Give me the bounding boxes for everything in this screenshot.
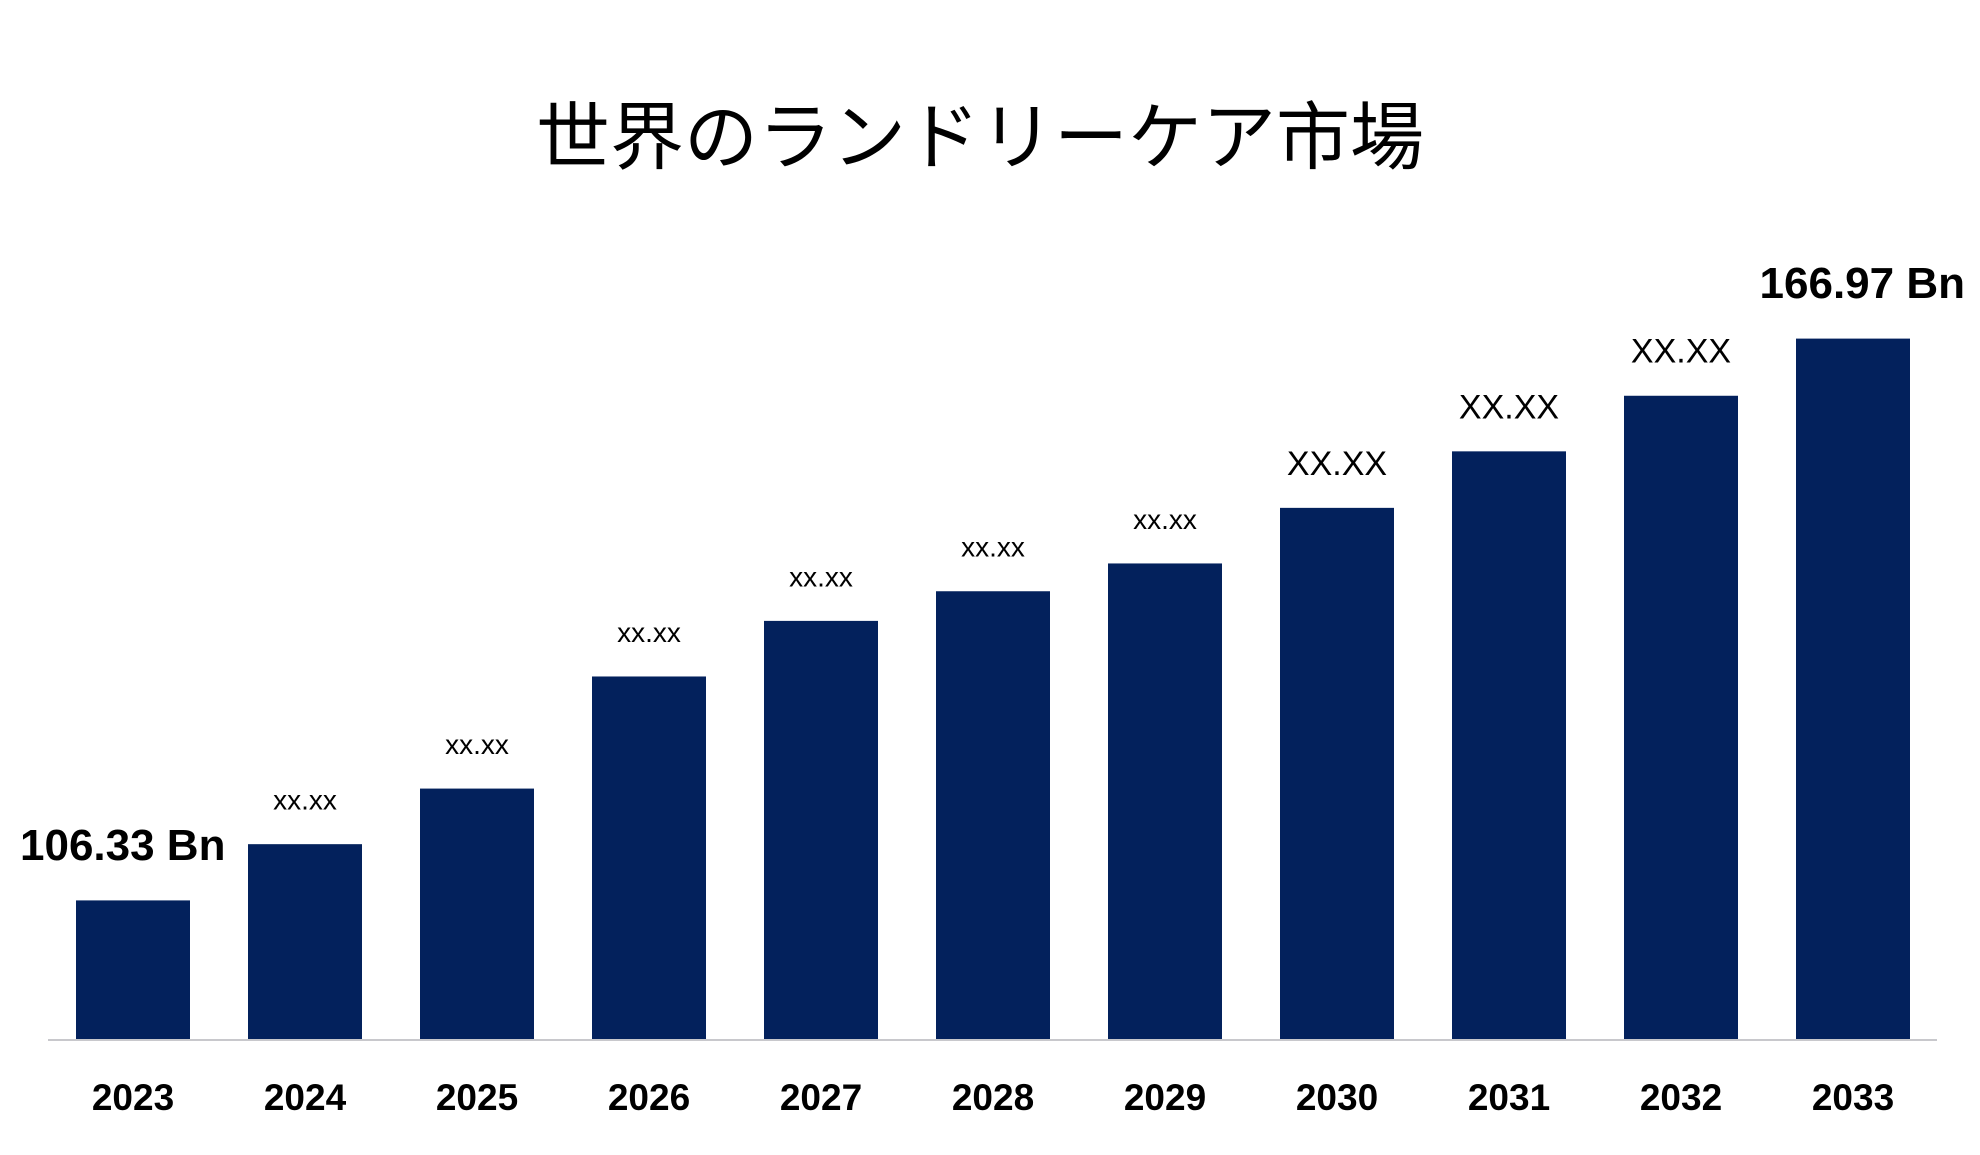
bar xyxy=(764,620,878,1039)
bar xyxy=(1280,507,1394,1039)
value-label: xx.xx xyxy=(445,729,509,760)
bar xyxy=(1108,563,1222,1039)
bar xyxy=(1452,451,1566,1040)
x-tick-label: 2024 xyxy=(264,1077,347,1118)
bar xyxy=(248,844,362,1039)
bar xyxy=(420,788,534,1039)
bar xyxy=(936,591,1050,1039)
x-tick-label: 2030 xyxy=(1296,1077,1378,1118)
value-label: xx.xx xyxy=(617,617,681,648)
value-label: 106.33 Bn xyxy=(20,821,225,870)
x-tick-label: 2023 xyxy=(92,1077,174,1118)
value-label: xx.xx xyxy=(961,532,1025,563)
x-tick-label: 2031 xyxy=(1468,1077,1550,1118)
bar xyxy=(592,676,706,1039)
bar xyxy=(76,900,190,1039)
x-tick-label: 2027 xyxy=(780,1077,862,1118)
bar xyxy=(1796,338,1910,1039)
value-label: xx.xx xyxy=(1133,504,1197,535)
x-tick-label: 2028 xyxy=(952,1077,1034,1118)
value-label: XX.XX xyxy=(1459,388,1559,426)
value-label: XX.XX xyxy=(1287,445,1387,483)
bar xyxy=(1624,395,1738,1039)
x-tick-label: 2026 xyxy=(608,1077,690,1118)
x-tick-label: 2025 xyxy=(436,1077,518,1118)
value-label: XX.XX xyxy=(1631,333,1731,371)
value-label: xx.xx xyxy=(789,561,853,592)
x-tick-label: 2029 xyxy=(1124,1077,1206,1118)
x-tick-label: 2032 xyxy=(1640,1077,1722,1118)
chart-title: 世界のランドリーケア市場 xyxy=(536,98,1424,180)
x-tick-label: 2033 xyxy=(1812,1077,1894,1118)
value-label: 166.97 Bn xyxy=(1760,259,1965,308)
value-label: xx.xx xyxy=(273,785,337,816)
